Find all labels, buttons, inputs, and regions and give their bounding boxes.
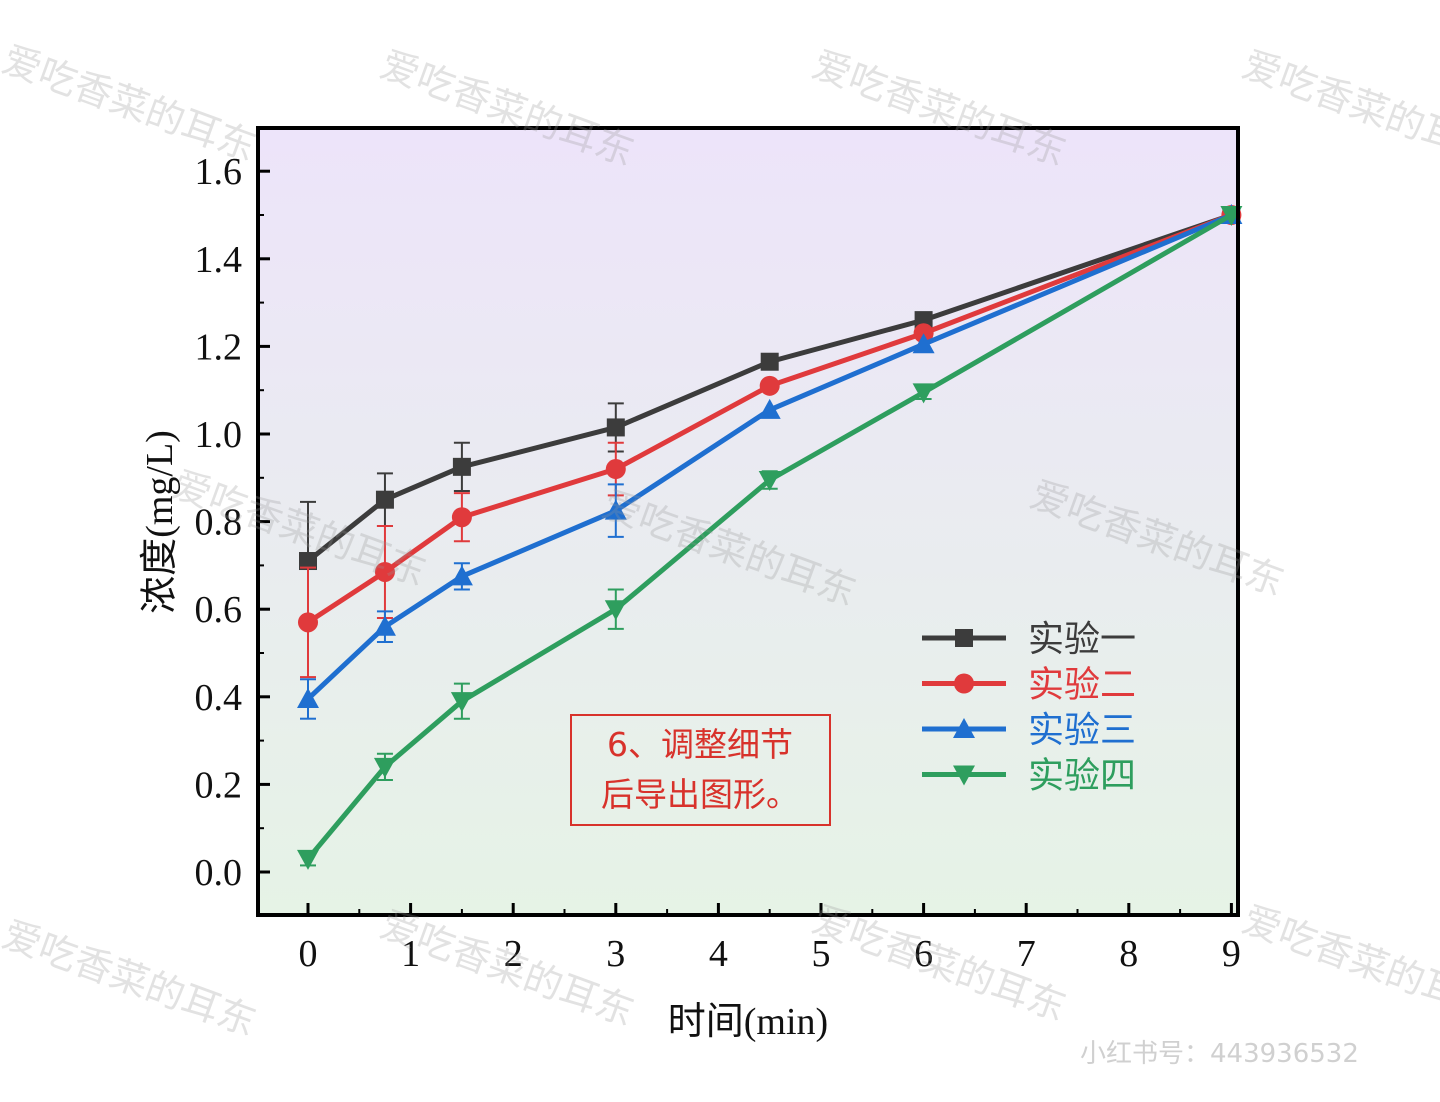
legend-item-2: 实验二 [922,665,1136,706]
legend-label: 实验二 [1028,665,1136,706]
x-tick-label: 0 [299,933,318,975]
data-point [450,565,473,586]
annotation-frame [570,714,831,826]
series-group [297,204,1243,870]
data-point [758,470,781,491]
data-point [373,757,396,778]
data-point [373,615,396,636]
data-point [912,333,935,354]
annotation-line-2: 后导出图形。 [601,775,799,814]
y-tick-label: 0.6 [195,589,243,631]
data-point [760,352,779,371]
legend-item-4: 实验四 [922,756,1136,797]
y-tick-label: 1.2 [195,326,243,368]
data-point [604,499,627,520]
legend-item-1: 实验一 [922,619,1136,660]
legend-marker [953,718,975,738]
x-tick-label: 7 [1017,933,1036,975]
watermark-text: 爱吃香菜的耳东 [0,912,262,1044]
x-tick-label: 6 [914,933,933,975]
data-point [297,849,319,870]
data-point [451,507,472,528]
legend-item-3: 实验三 [922,710,1136,751]
y-tick-label: 1.0 [195,414,243,456]
data-point [452,457,471,476]
data-point [374,561,395,582]
data-point [604,600,627,621]
watermark-text: 爱吃香菜的耳东 [1237,42,1440,174]
user-id-watermark: 小红书号：443936532 [1080,1039,1359,1069]
y-tick-label: 1.6 [195,151,243,193]
x-tick-label: 5 [812,933,831,975]
data-point [912,383,935,404]
y-tick-label: 0.2 [195,764,243,806]
axes-group: 0 1 2 3 4 5 6 7 8 9 0.0 0.2 0.4 0.6 0.8 1.0 1.2 1.4 1.6 [195,151,1241,975]
data-point [297,687,319,708]
watermark-text: 爱吃香菜的耳东 [1237,897,1440,1029]
x-tick-label: 3 [606,933,625,975]
data-point [299,552,317,571]
data-point [450,692,473,713]
plot-background [258,128,1238,915]
y-tick-label: 0.8 [195,502,243,544]
legend-marker [955,629,973,647]
x-tick-label: 9 [1222,933,1241,975]
y-tick-label: 0.4 [195,677,243,719]
x-tick-label: 4 [709,933,728,975]
data-point [606,418,625,437]
watermark-text: 爱吃香菜的耳东 [0,37,262,169]
x-tick-label: 1 [401,933,420,975]
data-point [605,459,626,480]
annotation-box: 6、调整细节 后导出图形。 [570,714,831,826]
legend-marker [953,765,975,786]
data-point [758,398,781,419]
x-axis-title: 时间(min) [668,1001,828,1043]
legend-label: 实验一 [1028,619,1136,660]
legend-label: 实验三 [1028,710,1136,751]
data-point [298,612,318,633]
y-axis-title: 浓度(mg/L) [139,430,181,614]
x-tick-label: 2 [504,933,523,975]
annotation-line-1: 6、调整细节 [607,725,793,764]
x-tick-label: 8 [1119,933,1138,975]
y-tick-label: 1.4 [195,239,243,281]
series-1 [299,206,1241,622]
y-tick-label: 0.0 [195,852,243,894]
legend-marker [954,673,974,694]
data-point [759,375,780,396]
legend-label: 实验四 [1028,756,1136,797]
data-point [375,490,394,509]
